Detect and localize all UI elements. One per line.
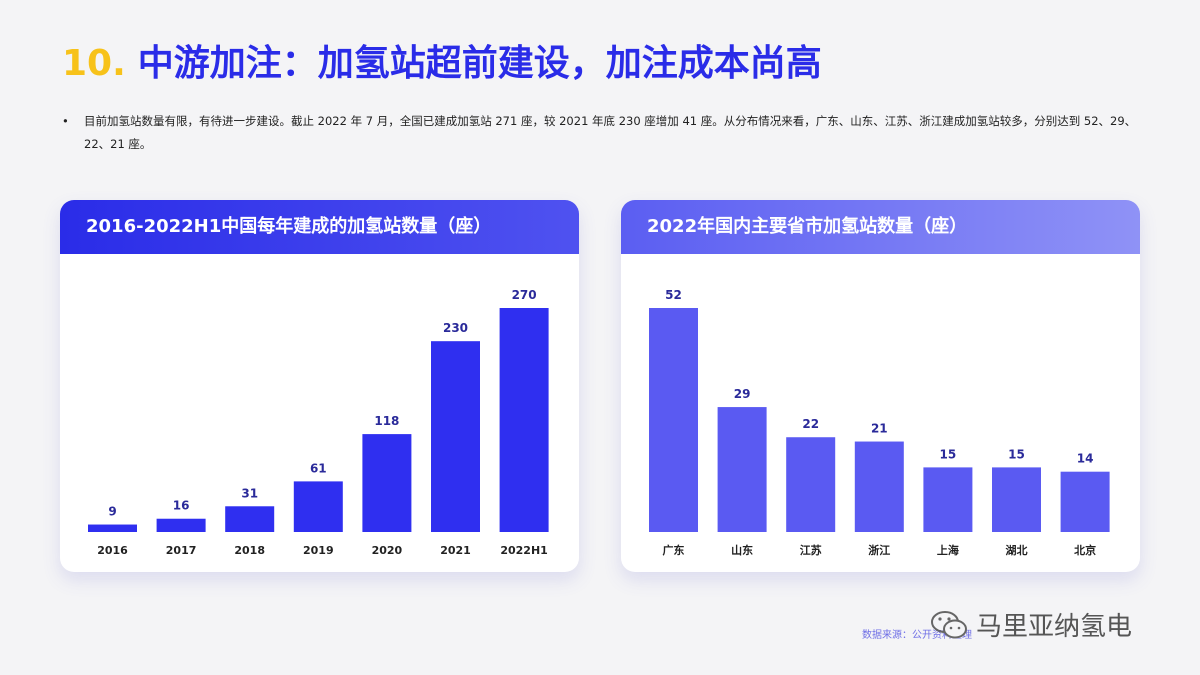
watermark: 马里亚纳氢电 xyxy=(930,606,1132,643)
bar-1-2 xyxy=(786,437,836,532)
bullet-dot: • xyxy=(62,114,69,128)
bullet-text: 目前加氢站数量有限，有待进一步建设。截止 2022 年 7 月，全国已建成加氢站… xyxy=(84,114,1137,151)
data-label-1-1: 29 xyxy=(734,387,751,401)
bar-0-6 xyxy=(499,308,549,532)
category-label-0-4: 2020 xyxy=(372,544,403,557)
bar-0-3 xyxy=(293,481,343,532)
chart-province-stations: 52 广东 29 山东 22 江苏 21 浙江 15 上海 15 湖北 14 北京 xyxy=(649,288,1110,557)
page-title: 10. 中游加注：加氢站超前建设，加注成本尚高 xyxy=(62,34,822,86)
category-label-0-3: 2019 xyxy=(303,544,334,557)
chart-card-provinces: 2022年国内主要省市加氢站数量（座） 52 广东 29 山东 22 江苏 21 浙江 15 上海… xyxy=(621,200,1140,572)
data-label-0-5: 230 xyxy=(443,321,468,335)
chart-title-provinces: 2022年国内主要省市加氢站数量（座） xyxy=(621,200,1140,254)
chart-yearly-stations: 9 2016 16 2017 31 2018 61 2019 118 2020 230 2021 270… xyxy=(88,288,549,557)
category-label-1-2: 江苏 xyxy=(800,543,822,557)
data-label-1-5: 15 xyxy=(1008,447,1025,461)
chart-card-yearly: 2016-2022H1中国每年建成的加氢站数量（座） 9 2016 16 2017 31… xyxy=(60,200,579,572)
title-number: 10. xyxy=(62,43,126,84)
data-label-0-3: 61 xyxy=(310,461,327,475)
data-label-1-2: 22 xyxy=(802,417,819,431)
data-label-0-0: 9 xyxy=(108,505,116,519)
data-label-0-4: 118 xyxy=(374,414,399,428)
data-label-0-2: 31 xyxy=(241,486,258,500)
category-label-1-6: 北京 xyxy=(1074,543,1096,557)
bar-0-4 xyxy=(362,434,412,532)
bar-1-6 xyxy=(1060,471,1110,532)
category-label-0-6: 2022H1 xyxy=(500,544,547,557)
category-label-1-5: 湖北 xyxy=(1006,543,1028,557)
data-label-0-6: 270 xyxy=(512,288,537,302)
bullet-point: • 目前加氢站数量有限，有待进一步建设。截止 2022 年 7 月，全国已建成加… xyxy=(62,110,1142,156)
bar-1-1 xyxy=(717,407,767,532)
data-label-1-4: 15 xyxy=(940,447,957,461)
watermark-text: 马里亚纳氢电 xyxy=(976,612,1133,642)
category-label-1-3: 浙江 xyxy=(868,543,890,557)
chart-title-yearly: 2016-2022H1中国每年建成的加氢站数量（座） xyxy=(60,200,579,254)
data-label-1-0: 52 xyxy=(665,288,682,302)
data-label-1-3: 21 xyxy=(871,422,888,436)
category-label-1-0: 广东 xyxy=(663,543,685,557)
category-label-1-1: 山东 xyxy=(731,543,753,557)
bar-1-5 xyxy=(992,467,1041,532)
bar-1-4 xyxy=(923,467,973,532)
bar-0-2 xyxy=(225,506,275,532)
category-label-1-4: 上海 xyxy=(937,543,959,557)
category-label-0-1: 2017 xyxy=(166,544,197,557)
bar-0-1 xyxy=(156,518,206,532)
category-label-0-5: 2021 xyxy=(440,544,471,557)
title-text: 中游加注：加氢站超前建设，加注成本尚高 xyxy=(137,43,822,84)
category-label-0-0: 2016 xyxy=(97,544,128,557)
data-label-0-1: 16 xyxy=(173,499,190,513)
bar-1-3 xyxy=(854,441,904,532)
data-label-1-6: 14 xyxy=(1077,452,1094,466)
bar-1-0 xyxy=(649,308,698,532)
category-label-0-2: 2018 xyxy=(234,544,265,557)
source-note: 数据来源：公开资料整理 xyxy=(862,630,972,641)
wechat-icon xyxy=(931,610,967,638)
bar-0-5 xyxy=(431,341,480,532)
bar-0-0 xyxy=(88,524,137,532)
